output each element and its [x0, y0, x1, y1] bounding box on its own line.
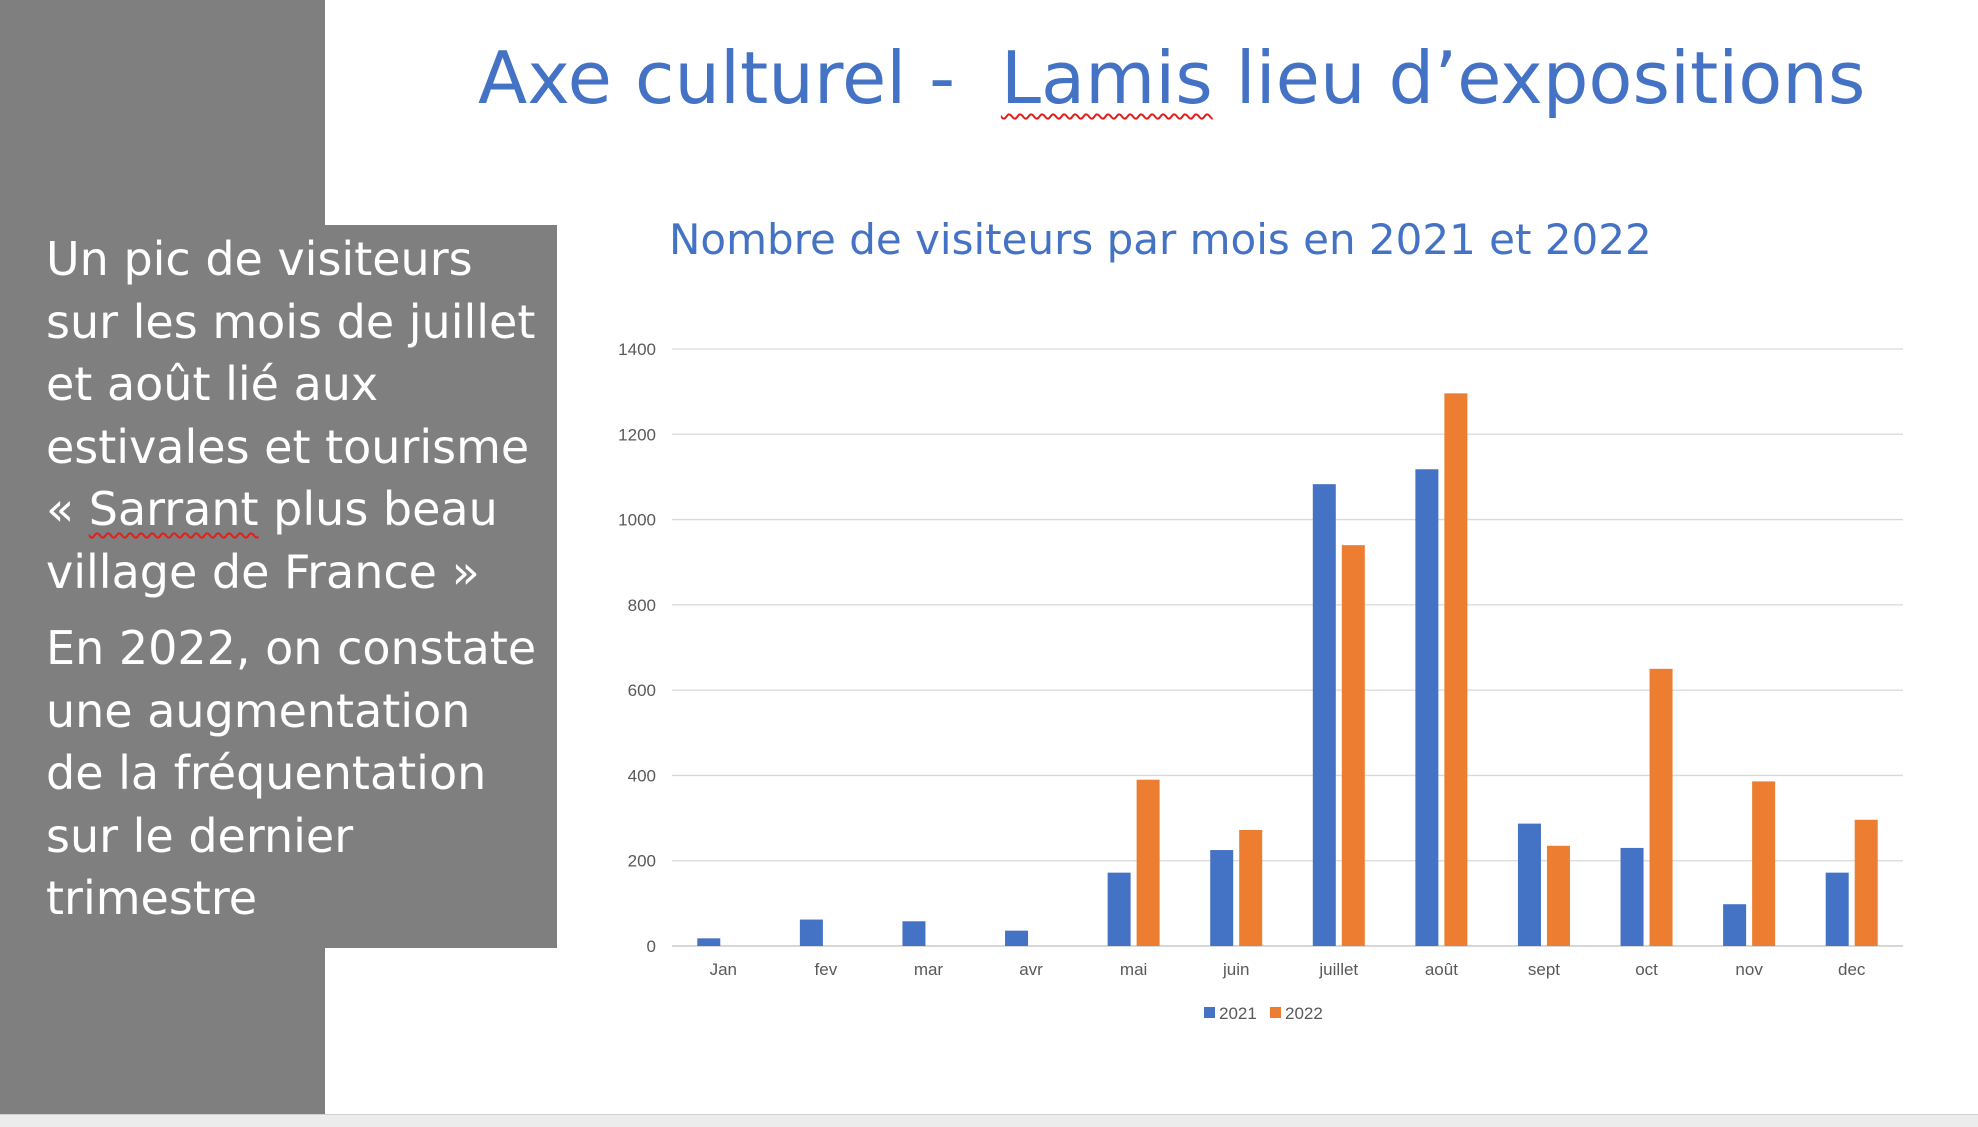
bar-2021-mar — [902, 921, 926, 946]
slide-title-prefix: Axe culturel - — [478, 36, 1001, 120]
paragraph-line: « Sarrant plus beau — [46, 478, 546, 541]
y-tick-label: 1400 — [618, 340, 656, 359]
paragraph-line: En 2022, on constate — [46, 621, 537, 675]
commentary-paragraph-peak: Un pic de visiteurs sur les mois de juil… — [46, 228, 546, 603]
bar-2021-dec — [1825, 872, 1849, 946]
bar-2022-juin — [1239, 830, 1263, 946]
y-tick-label: 1000 — [618, 511, 656, 530]
y-tick-label: 800 — [628, 596, 656, 615]
bar-2022-août — [1444, 393, 1468, 946]
bar-2021-juin — [1210, 850, 1234, 946]
paragraph-line: sur les mois de juillet — [46, 294, 536, 349]
bar-2022-dec — [1854, 819, 1878, 946]
legend-swatch-2022 — [1270, 1007, 1281, 1018]
x-tick-label: août — [1425, 960, 1458, 979]
paragraph-line: sur le dernier — [46, 808, 354, 863]
paragraph-line: une augmentation — [46, 683, 471, 738]
x-tick-label: mar — [914, 960, 944, 979]
bar-2022-nov — [1752, 781, 1776, 946]
bar-2022-mai — [1136, 779, 1160, 946]
slide-title-suffix: lieu d’expositions — [1212, 36, 1866, 120]
x-tick-label: fev — [815, 960, 838, 979]
commentary-text-box — [0, 225, 557, 948]
legend-label: 2022 — [1285, 1004, 1323, 1023]
y-tick-label: 1200 — [618, 425, 656, 444]
bar-2021-fev — [799, 919, 823, 946]
legend-swatch-2021 — [1204, 1007, 1215, 1018]
spellcheck-flagged-word: Lamis — [1000, 36, 1213, 120]
commentary-paragraph-increase: En 2022, on constate une augmentation de… — [46, 617, 546, 930]
slide-title: Axe culturel - Lamis lieu d’expositions — [478, 28, 1865, 128]
bar-2021-juillet — [1312, 484, 1336, 946]
paragraph-text: « — [46, 482, 89, 536]
y-tick-label: 0 — [647, 937, 656, 956]
x-tick-label: nov — [1735, 960, 1763, 979]
bar-2021-mai — [1107, 872, 1131, 946]
x-tick-label: dec — [1838, 960, 1866, 979]
x-tick-label: Jan — [710, 960, 737, 979]
window-bottom-bar — [0, 1114, 1978, 1127]
bar-2021-avr — [1005, 930, 1029, 946]
x-tick-label: juillet — [1318, 960, 1358, 979]
paragraph-text: plus beau — [258, 482, 498, 536]
bar-2021-sept — [1517, 823, 1541, 946]
paragraph-line: Un pic de visiteurs — [46, 232, 473, 286]
paragraph-line: village de France » — [46, 544, 480, 599]
bar-2022-juillet — [1341, 545, 1365, 946]
legend-label: 2021 — [1219, 1004, 1257, 1023]
bar-2021-Jan — [697, 938, 721, 946]
spellcheck-flagged-word: Sarrant — [88, 482, 259, 536]
bar-2021-nov — [1723, 904, 1747, 946]
x-tick-label: sept — [1528, 960, 1560, 979]
paragraph-line: et août lié aux — [46, 357, 379, 411]
paragraph-line: trimestre — [46, 871, 258, 925]
paragraph-line: de la fréquentation — [46, 746, 487, 800]
x-tick-label: avr — [1019, 960, 1043, 979]
chart-title: Nombre de visiteurs par mois en 2021 et … — [669, 215, 1652, 264]
y-tick-label: 200 — [628, 852, 656, 871]
y-tick-label: 400 — [628, 766, 656, 785]
y-tick-label: 600 — [628, 681, 656, 700]
x-tick-label: oct — [1635, 960, 1658, 979]
bar-2022-sept — [1546, 845, 1570, 946]
x-tick-label: mai — [1120, 960, 1147, 979]
x-tick-label: juin — [1222, 960, 1249, 979]
paragraph-line: estivales et tourisme — [46, 419, 530, 474]
bar-2021-oct — [1620, 847, 1644, 946]
bar-2021-août — [1415, 469, 1439, 946]
bar-2022-oct — [1649, 668, 1673, 946]
